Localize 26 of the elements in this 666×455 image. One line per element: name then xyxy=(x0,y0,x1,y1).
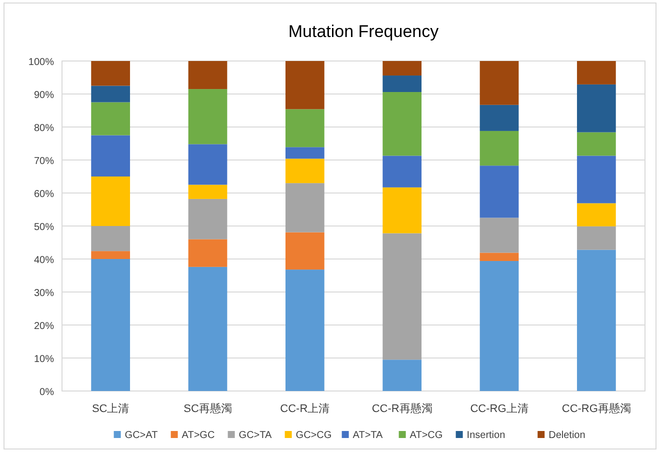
y-tick-label: 40% xyxy=(34,255,54,266)
y-tick-label: 30% xyxy=(34,288,54,299)
legend-label: AT>TA xyxy=(352,430,384,441)
x-tick-label: CC-R再懸濁 xyxy=(372,402,432,415)
legend-label: GC>TA xyxy=(238,430,272,441)
y-tick-label: 10% xyxy=(34,354,54,365)
y-tick-label: 70% xyxy=(34,156,54,167)
legend-label: GC>CG xyxy=(296,430,332,441)
y-tick-label: 60% xyxy=(34,189,54,200)
x-tick-label: SC再懸濁 xyxy=(184,402,232,415)
legend-label: Insertion xyxy=(466,430,506,441)
x-tick-label: SC上清 xyxy=(92,402,130,415)
y-tick-label: 100% xyxy=(28,57,54,68)
y-tick-label: 80% xyxy=(34,123,54,134)
y-tick-label: 0% xyxy=(40,387,54,398)
y-tick-label: 50% xyxy=(34,222,54,233)
legend-label: GC>AT xyxy=(124,430,158,441)
x-tick-label: CC-RG再懸濁 xyxy=(562,402,631,415)
legend-label: AT>GC xyxy=(182,430,215,441)
y-tick-label: 90% xyxy=(34,90,54,101)
legend-label: Deletion xyxy=(548,430,586,441)
x-tick-label: CC-R上清 xyxy=(280,402,330,415)
legend-label: AT>CG xyxy=(410,430,443,441)
x-tick-label: CC-RG上清 xyxy=(470,402,528,415)
y-tick-label: 20% xyxy=(34,321,54,332)
title: Mutation Frequency xyxy=(288,22,439,41)
